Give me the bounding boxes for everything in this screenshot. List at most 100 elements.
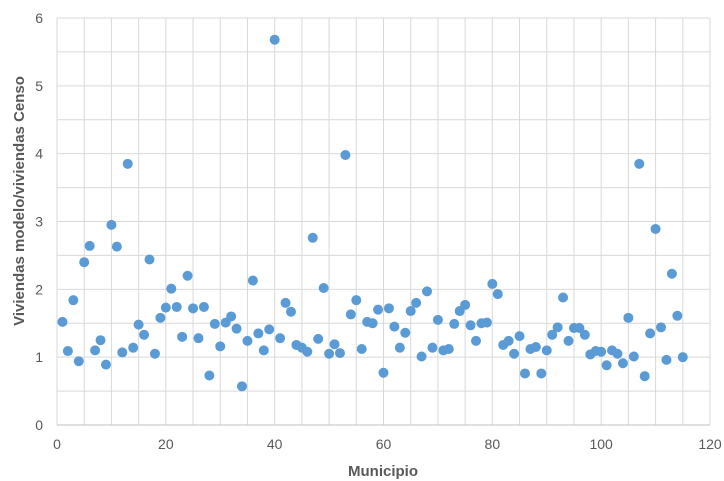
x-tick-label: 60	[376, 436, 392, 452]
y-tick-label: 2	[35, 281, 43, 297]
y-tick-label: 1	[35, 349, 43, 365]
data-point	[574, 322, 585, 333]
data-point	[264, 324, 275, 335]
data-point	[313, 333, 324, 344]
data-point	[231, 323, 242, 334]
data-point	[509, 348, 520, 359]
data-point	[596, 346, 607, 357]
data-point	[302, 346, 313, 357]
x-tick-label: 0	[53, 436, 61, 452]
data-point	[373, 304, 384, 315]
data-point	[661, 354, 672, 365]
data-point	[541, 345, 552, 356]
x-tick-label: 20	[158, 436, 174, 452]
data-point	[677, 352, 688, 363]
data-point	[639, 371, 650, 382]
x-axis-title: Municipio	[348, 463, 418, 480]
data-point	[117, 347, 128, 358]
data-point	[411, 297, 422, 308]
data-point	[334, 348, 345, 359]
data-point	[247, 275, 258, 286]
data-point	[422, 286, 433, 297]
data-point	[166, 283, 177, 294]
data-point	[160, 302, 171, 313]
data-point	[95, 335, 106, 346]
data-point	[100, 359, 111, 370]
data-point	[378, 367, 389, 378]
data-point	[340, 150, 351, 161]
data-point	[672, 310, 683, 321]
x-tick-label: 100	[589, 436, 613, 452]
data-point	[443, 344, 454, 355]
x-tick-label: 40	[267, 436, 283, 452]
data-point	[367, 318, 378, 329]
data-point	[427, 342, 438, 353]
data-point	[519, 368, 530, 379]
data-point	[209, 318, 220, 329]
data-point	[487, 278, 498, 289]
data-point	[307, 232, 318, 243]
data-point	[193, 333, 204, 344]
data-points	[57, 34, 688, 392]
data-point	[198, 301, 209, 312]
data-point	[465, 320, 476, 331]
y-tick-label: 3	[35, 214, 43, 230]
data-point	[601, 360, 612, 371]
data-point	[394, 342, 405, 353]
data-point	[563, 335, 574, 346]
data-point	[133, 319, 144, 330]
data-point	[318, 282, 329, 293]
data-point	[530, 341, 541, 352]
data-point	[258, 345, 269, 356]
data-point	[269, 34, 280, 45]
data-point	[617, 358, 628, 369]
data-point	[149, 348, 160, 359]
data-point	[285, 306, 296, 317]
grid-lines	[56, 17, 711, 426]
data-point	[514, 331, 525, 342]
data-point	[389, 321, 400, 332]
y-tick-label: 6	[35, 10, 43, 26]
data-point	[155, 312, 166, 323]
x-tick-labels: 0 20 40 60 80 100 120	[53, 436, 722, 452]
data-point	[68, 295, 79, 306]
data-point	[253, 328, 264, 339]
data-point	[128, 342, 139, 353]
data-point	[547, 329, 558, 340]
data-point	[79, 257, 90, 268]
data-point	[645, 328, 656, 339]
data-point	[356, 344, 367, 355]
data-point	[432, 314, 443, 325]
data-point	[416, 351, 427, 362]
data-point	[612, 348, 623, 359]
data-point	[111, 241, 122, 252]
data-point	[345, 309, 356, 320]
data-point	[329, 339, 340, 350]
data-point	[324, 348, 335, 359]
data-point	[280, 297, 291, 308]
data-point	[656, 322, 667, 333]
data-point	[171, 301, 182, 312]
data-point	[400, 327, 411, 338]
data-point	[215, 341, 226, 352]
data-point	[405, 306, 416, 317]
data-point	[623, 312, 634, 323]
y-tick-label: 5	[35, 78, 43, 94]
data-point	[204, 370, 215, 381]
data-point	[536, 368, 547, 379]
data-point	[471, 335, 482, 346]
data-point	[73, 356, 84, 367]
data-point	[481, 317, 492, 328]
data-point	[84, 240, 95, 251]
data-point	[122, 158, 133, 169]
data-point	[242, 335, 253, 346]
data-point	[552, 322, 563, 333]
data-point	[139, 329, 150, 340]
data-point	[503, 335, 514, 346]
data-point	[106, 219, 117, 230]
data-point	[351, 295, 362, 306]
data-point	[144, 254, 155, 265]
y-tick-label: 0	[35, 417, 43, 433]
y-tick-label: 4	[35, 146, 43, 162]
